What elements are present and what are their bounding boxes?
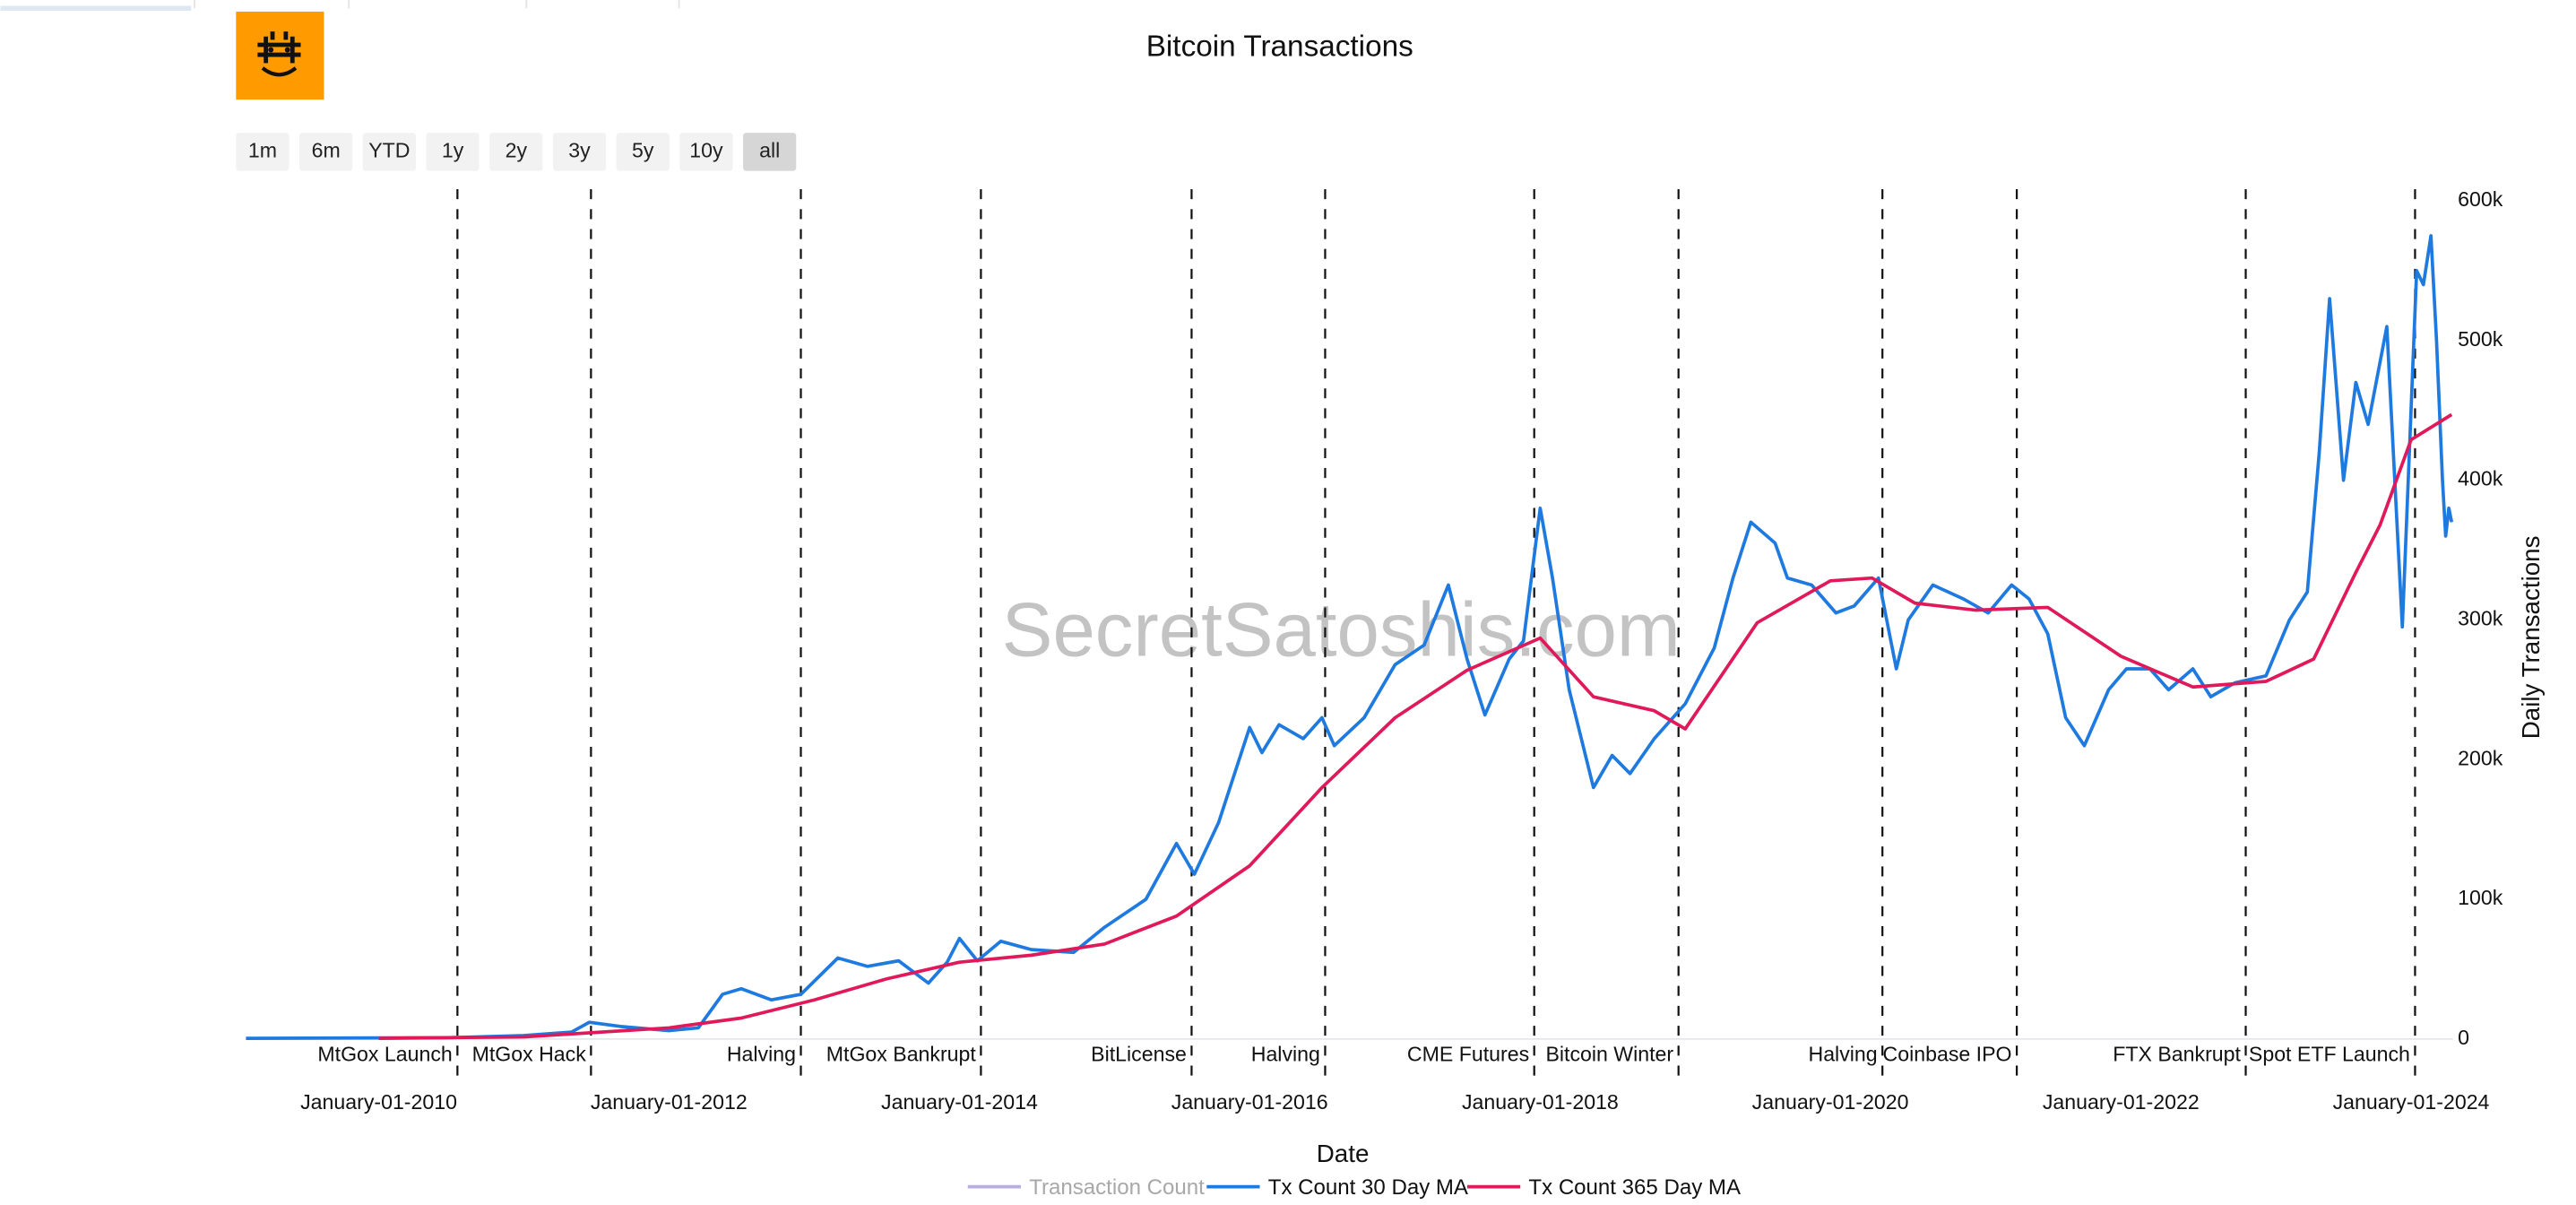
range-buttons: 1m 6m YTD 1y 2y 3y 5y 10y all — [236, 133, 797, 171]
y-tick-label: 500k — [2458, 327, 2503, 351]
x-tick-label: January-01-2018 — [1462, 1090, 1619, 1114]
range-button[interactable] — [299, 133, 353, 171]
x-tick-label: January-01-2012 — [591, 1090, 748, 1114]
range-button-label[interactable]: 3y — [568, 138, 591, 161]
y-axis-title: Daily Transactions — [2517, 536, 2545, 740]
range-button[interactable] — [679, 133, 733, 171]
y-tick-label: 600k — [2458, 187, 2503, 211]
event-label: Bitcoin Winter — [1545, 1042, 1673, 1065]
x-tick-label: January-01-2010 — [300, 1090, 457, 1114]
event-label: Halving — [1251, 1042, 1320, 1065]
range-button[interactable] — [426, 133, 480, 171]
top-tabs — [0, 0, 680, 12]
event-label: MtGox Bankrupt — [826, 1042, 977, 1065]
y-tick-label: 0 — [2458, 1026, 2469, 1049]
range-button-label[interactable]: YTD — [368, 138, 410, 161]
range-button[interactable] — [489, 133, 543, 171]
x-tick-label: January-01-2024 — [2333, 1090, 2490, 1114]
event-label: Spot ETF Launch — [2249, 1042, 2410, 1065]
range-button[interactable] — [743, 133, 797, 171]
range-button[interactable] — [362, 133, 416, 171]
event-label: Halving — [1809, 1042, 1878, 1065]
range-button-label[interactable]: 1y — [442, 138, 464, 161]
event-label: BitLicense — [1091, 1042, 1187, 1065]
legend-label[interactable]: Transaction Count — [1029, 1175, 1205, 1200]
event-label: CME Futures — [1407, 1042, 1529, 1065]
range-button-label[interactable]: 10y — [689, 138, 723, 161]
range-button[interactable] — [616, 133, 670, 171]
range-button[interactable] — [552, 133, 607, 171]
legend-label[interactable]: Tx Count 365 Day MA — [1528, 1175, 1741, 1200]
y-tick-label: 300k — [2458, 607, 2503, 630]
x-tick-label: January-01-2016 — [1171, 1090, 1328, 1114]
chart-title: Bitcoin Transactions — [1146, 30, 1413, 63]
event-label: Coinbase IPO — [1883, 1042, 2012, 1065]
event-label: MtGox Launch — [317, 1042, 452, 1065]
range-button-label[interactable]: all — [759, 138, 780, 161]
range-button-label[interactable]: 2y — [506, 138, 528, 161]
x-tick-label: January-01-2020 — [1752, 1090, 1909, 1114]
event-label: Halving — [727, 1042, 796, 1065]
event-label: MtGox Hack — [472, 1042, 587, 1065]
y-tick-label: 400k — [2458, 467, 2503, 490]
x-axis-title: Date — [1317, 1140, 1370, 1167]
y-tick-label: 100k — [2458, 886, 2503, 909]
y-tick-label: 200k — [2458, 746, 2503, 769]
series-line — [378, 412, 2453, 1040]
logo — [236, 11, 324, 100]
legend-label[interactable]: Tx Count 30 Day MA — [1268, 1175, 1468, 1200]
x-tick-label: January-01-2014 — [881, 1090, 1038, 1114]
range-button[interactable] — [236, 133, 290, 171]
range-button-label[interactable]: 5y — [632, 138, 654, 161]
event-label: FTX Bankrupt — [2113, 1042, 2241, 1065]
watermark: SecretSatoshis.com — [1002, 588, 1681, 673]
range-button-label[interactable]: 1m — [248, 138, 277, 161]
range-button-label[interactable]: 6m — [312, 138, 341, 161]
x-tick-label: January-01-2022 — [2043, 1090, 2200, 1114]
